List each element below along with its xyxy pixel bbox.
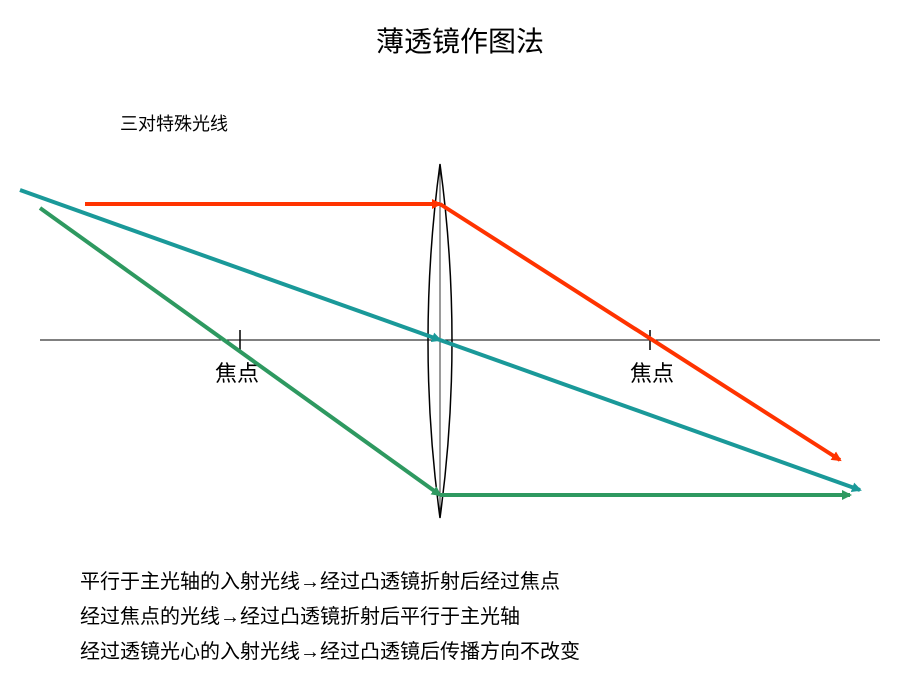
ray-teal-refracted bbox=[440, 340, 860, 490]
ray-red-refracted bbox=[440, 204, 840, 460]
ray-teal-incident bbox=[20, 190, 440, 340]
lens-diagram bbox=[0, 0, 920, 690]
ray-green-incident bbox=[40, 208, 440, 495]
